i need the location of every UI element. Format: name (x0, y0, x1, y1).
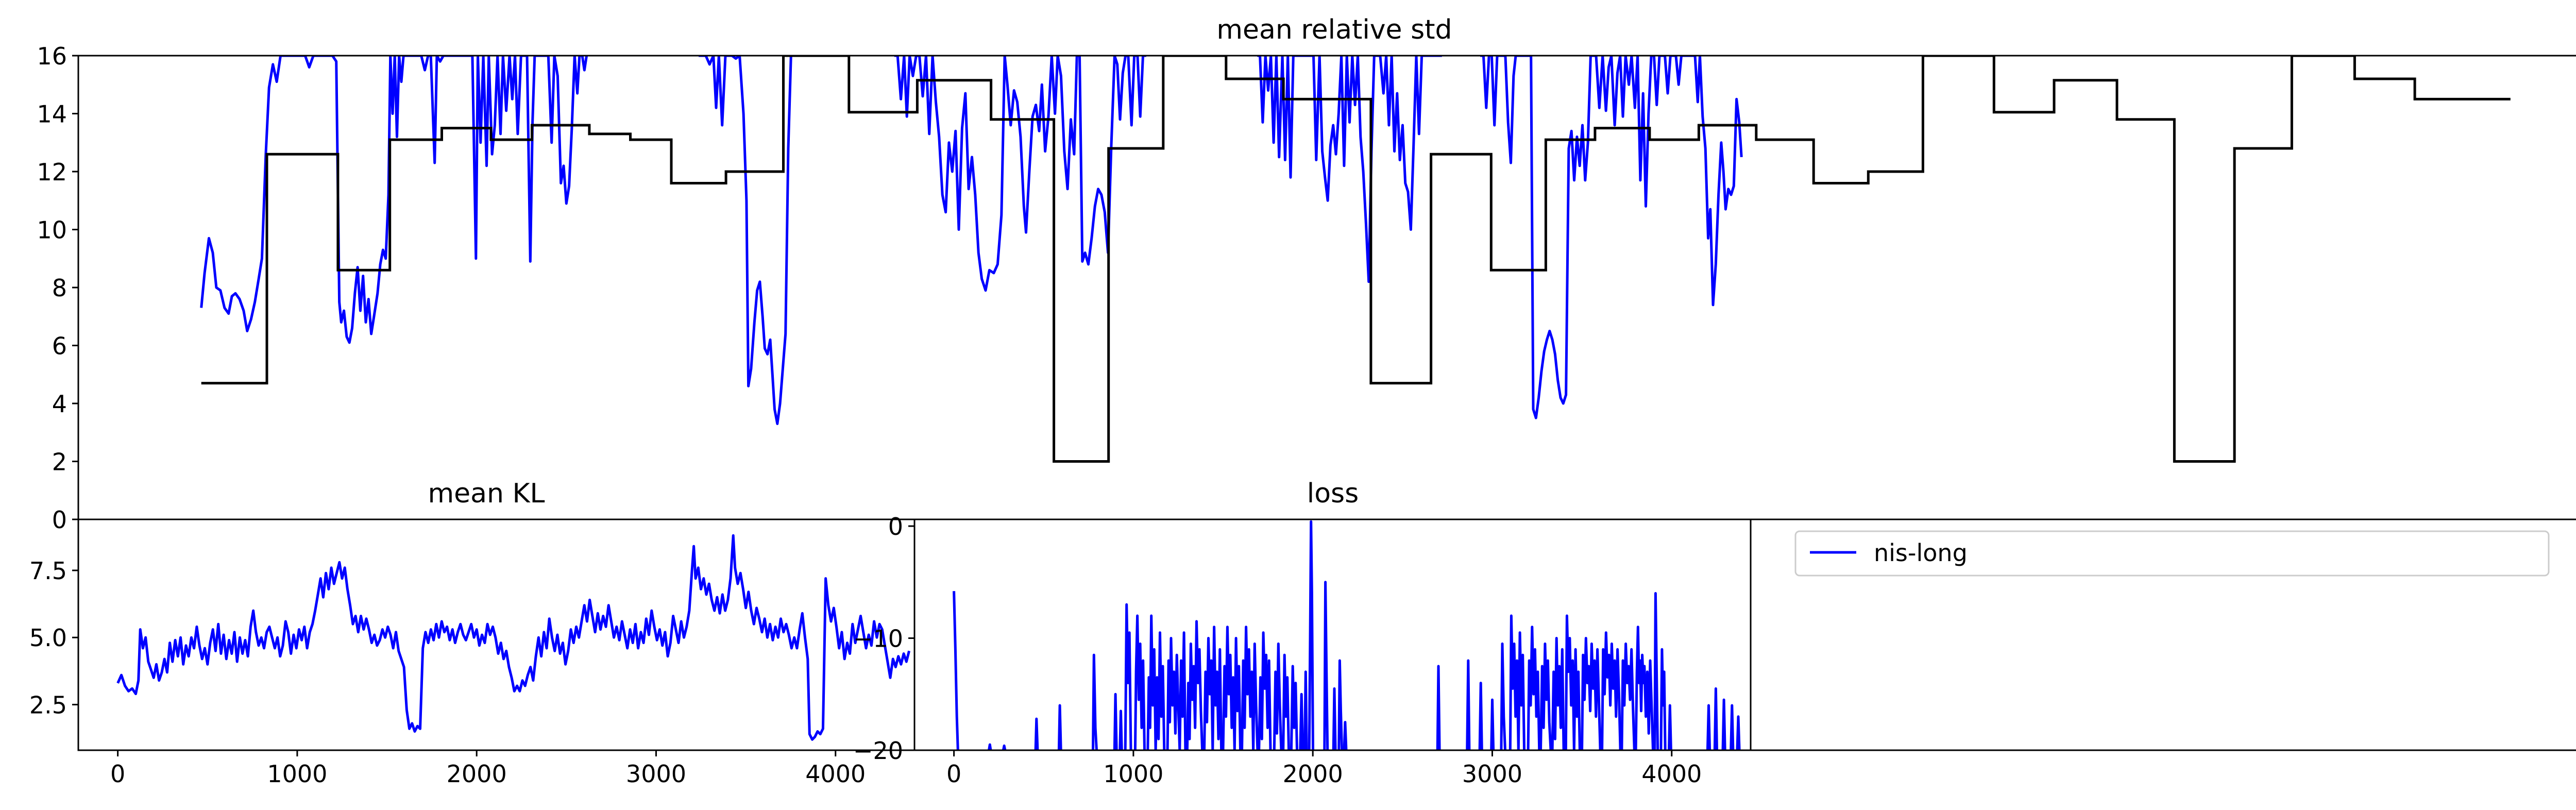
mean-relative-std-black-step-line (201, 56, 2511, 463)
loss-blue-line-30 (1490, 698, 1495, 750)
loss-blue-line-5 (1092, 653, 1098, 750)
loss-blue-line-6 (1113, 693, 1118, 750)
loss-blue-line-35 (1551, 637, 1565, 750)
legend-panel-frame (1750, 518, 2576, 751)
mean-relative-std-blue-line-1 (699, 56, 794, 425)
loss-blue-line-12 (1185, 620, 1204, 750)
mean-relative-std-ytick-label-3: 6 (52, 332, 67, 360)
loss-blue-line-8 (1124, 603, 1132, 750)
loss-blue-line-42 (1659, 648, 1667, 750)
loss-blue-line-46 (1721, 698, 1726, 750)
mean-kl-xtick-label-1: 1000 (267, 760, 327, 788)
loss-blue-line-21 (1303, 670, 1308, 750)
mean-kl-panel: mean KL 0 1000 2000 3000 4000 2.5 5.0 7.5 (29, 478, 916, 788)
loss-blue-line-39 (1620, 642, 1636, 750)
loss-blue-line-44 (1706, 704, 1711, 750)
mean-relative-std-blue-line-3 (1257, 56, 1442, 283)
loss-blue-line-41 (1653, 592, 1659, 750)
loss-title: loss (1307, 478, 1359, 509)
mean-kl-xtick-label-3: 3000 (626, 760, 686, 788)
loss-blue-line-43 (1668, 704, 1672, 750)
loss-blue-line-2 (1002, 744, 1007, 750)
loss-blue-line-15 (1241, 626, 1259, 750)
loss-blue-line-3 (1034, 717, 1039, 750)
loss-blue-line-11 (1166, 631, 1187, 750)
mean-kl-xtick-label-2: 2000 (447, 760, 507, 788)
loss-ytick-label-0: 0 (888, 513, 903, 541)
mean-relative-std-plot-area (200, 56, 2511, 463)
legend-box (1794, 530, 2550, 577)
loss-blue-line-16 (1258, 631, 1272, 750)
legend-label-nis-long: nis-long (1874, 539, 1968, 567)
mean-kl-ytick-label-2: 7.5 (29, 557, 67, 585)
mean-relative-std-ytick-label-2: 4 (52, 390, 67, 418)
loss-xtick-label-2: 2000 (1283, 760, 1343, 788)
mean-relative-std-ytick-label-7: 14 (37, 100, 67, 128)
loss-blue-line-36 (1564, 614, 1581, 750)
loss-blue-line-29 (1478, 682, 1483, 750)
loss-ytick-label-1: −10 (853, 625, 903, 653)
mean-relative-std-frame (77, 55, 2576, 520)
loss-blue-line-27 (1436, 665, 1441, 750)
loss-xtick-label-4: 4000 (1641, 760, 1702, 788)
loss-blue-line-1 (988, 743, 992, 750)
loss-plot-area (953, 520, 1741, 750)
loss-xtick-label-3: 3000 (1462, 760, 1522, 788)
loss-blue-line-40 (1634, 626, 1654, 750)
loss-blue-line-17 (1273, 642, 1283, 750)
loss-blue-line-24 (1332, 687, 1337, 750)
loss-blue-line-20 (1299, 693, 1304, 750)
loss-xtick-label-1: 1000 (1103, 760, 1163, 788)
mean-relative-std-ytick-label-5: 10 (37, 216, 67, 244)
loss-blue-line-10 (1146, 614, 1166, 750)
loss-ytick-label-2: −20 (853, 737, 903, 765)
mean-kl-xtick-label-0: 0 (110, 760, 125, 788)
loss-blue-line-22 (1308, 520, 1314, 750)
mean-relative-std-blue-line-0 (200, 56, 588, 344)
mean-kl-ytick-label-0: 2.5 (29, 691, 67, 719)
mean-relative-std-ytick-label-6: 12 (37, 158, 67, 186)
loss-blue-line-45 (1713, 687, 1718, 750)
loss-blue-line-19 (1290, 665, 1298, 750)
loss-blue-line-26 (1343, 721, 1348, 750)
loss-blue-line-31 (1500, 642, 1506, 750)
mean-kl-plot-area (116, 534, 911, 741)
loss-blue-line-18 (1282, 653, 1290, 750)
mean-relative-std-ytick-label-4: 8 (52, 274, 67, 302)
mean-relative-std-ytick-label-0: 0 (52, 506, 67, 534)
loss-blue-line-25 (1337, 659, 1344, 750)
loss-blue-line-34 (1539, 642, 1552, 750)
mean-relative-std-blue-line-4 (1480, 56, 1743, 419)
loss-blue-line-32 (1509, 614, 1526, 750)
mean-kl-ytick-label-1: 5.0 (29, 624, 67, 652)
mean-relative-std-panel: mean relative std 0 2 4 6 8 10 12 14 16 (37, 14, 2576, 534)
loss-blue-line-9 (1133, 614, 1146, 750)
loss-xtick-label-0: 0 (946, 760, 961, 788)
mean-relative-std-title: mean relative std (1216, 14, 1452, 45)
loss-frame (913, 518, 1752, 751)
loss-blue-line-0 (953, 591, 959, 750)
legend-panel: nis-long (1750, 518, 2576, 751)
loss-blue-line-47 (1730, 704, 1735, 750)
mean-relative-std-ytick-label-1: 2 (52, 448, 67, 476)
loss-blue-line-13 (1203, 626, 1223, 750)
mean-kl-xtick-label-4: 4000 (805, 760, 866, 788)
loss-blue-line-48 (1736, 715, 1741, 750)
loss-blue-line-33 (1527, 626, 1541, 750)
loss-blue-line-7 (1118, 710, 1123, 750)
loss-blue-line-38 (1601, 631, 1622, 750)
mean-kl-blue-line-0 (116, 534, 911, 741)
loss-blue-line-37 (1581, 637, 1602, 750)
loss-blue-line-4 (1057, 704, 1062, 750)
loss-blue-line-23 (1323, 581, 1329, 750)
loss-blue-line-28 (1466, 659, 1471, 750)
mean-kl-title: mean KL (428, 478, 545, 509)
loss-panel: loss 0 1000 2000 3000 4000 0 −10 −20 (853, 478, 1752, 788)
loss-blue-line-14 (1222, 626, 1242, 750)
mean-relative-std-ytick-label-8: 16 (37, 42, 67, 70)
